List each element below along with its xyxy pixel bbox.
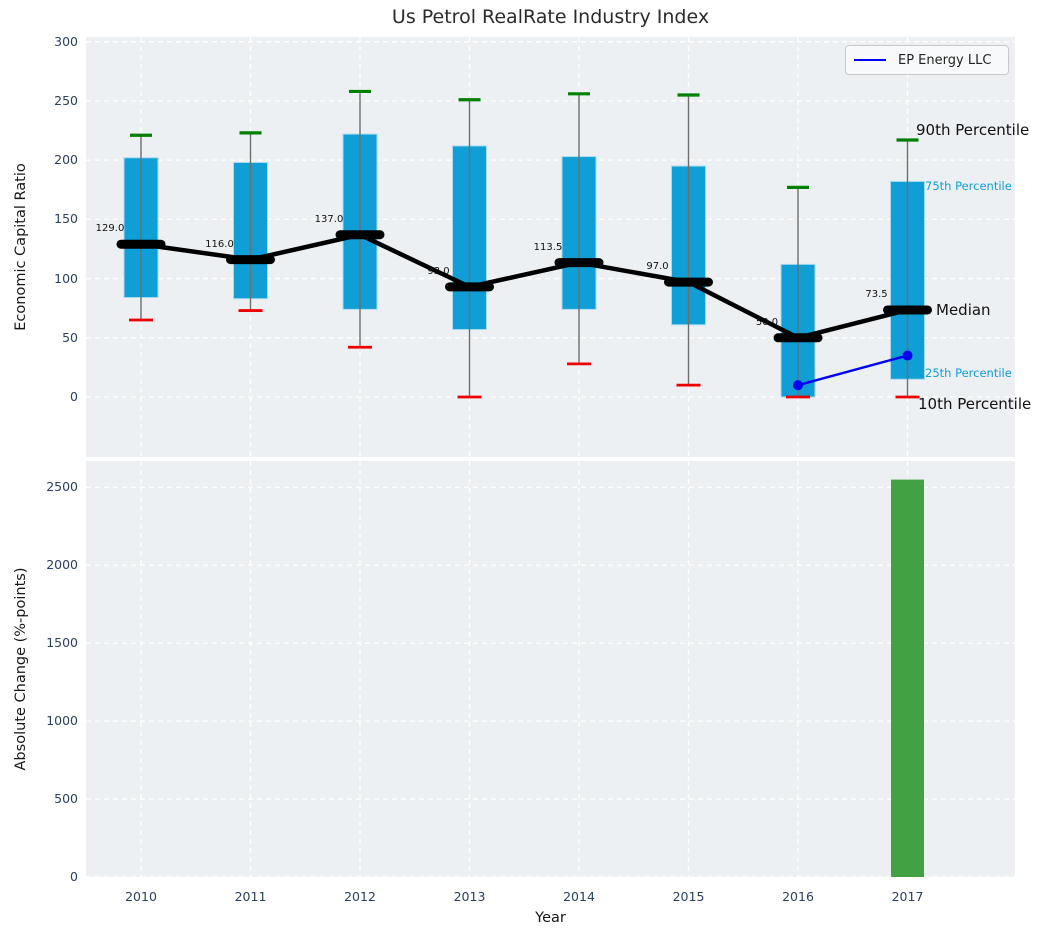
- x-tick-2017: 2017: [878, 889, 938, 904]
- x-tick-2014: 2014: [549, 889, 609, 904]
- bottom-y-tick-0: 0: [34, 869, 78, 884]
- median-value-label-2015: 97.0: [630, 261, 686, 272]
- top-y-tick-150: 150: [34, 211, 78, 226]
- legend: EP Energy LLC: [845, 45, 1009, 75]
- chart-title: Us Petrol RealRate Industry Index: [86, 6, 1015, 28]
- bottom-y-tick-500: 500: [34, 791, 78, 806]
- median-value-label-2010: 129.0: [82, 223, 138, 234]
- bottom-y-axis-label: Absolute Change (%-points): [13, 568, 29, 771]
- median-value-label-2013: 93.0: [411, 266, 467, 277]
- annotation-90th-percentile: 90th Percentile: [916, 121, 1029, 139]
- company-point-2017: [903, 351, 913, 361]
- bar-2017: [891, 480, 924, 877]
- figure: Us Petrol RealRate Industry Index Econom…: [0, 0, 1054, 942]
- annotation-median: Median: [936, 301, 991, 319]
- bottom-plot-canvas: [86, 461, 1015, 877]
- top-y-tick-0: 0: [34, 389, 78, 404]
- median-value-label-2011: 116.0: [192, 239, 248, 250]
- top-plot-area: 129.0116.0137.093.0113.597.050.073.5 EP …: [86, 37, 1015, 457]
- median-value-label-2012: 137.0: [301, 214, 357, 225]
- bottom-y-tick-2000: 2000: [34, 557, 78, 572]
- x-tick-2013: 2013: [440, 889, 500, 904]
- legend-line-sample: [854, 59, 886, 61]
- x-tick-2011: 2011: [221, 889, 281, 904]
- annotation-10th-percentile: 10th Percentile: [918, 395, 1031, 413]
- top-y-tick-50: 50: [34, 330, 78, 345]
- median-value-label-2017: 73.5: [849, 289, 905, 300]
- x-tick-2010: 2010: [111, 889, 171, 904]
- annotation-25th-percentile: 25th Percentile: [925, 366, 1012, 380]
- median-value-label-2016: 50.0: [739, 317, 795, 328]
- x-tick-2016: 2016: [768, 889, 828, 904]
- bottom-y-tick-2500: 2500: [34, 479, 78, 494]
- top-y-axis-label: Economic Capital Ratio: [13, 163, 29, 330]
- top-y-tick-200: 200: [34, 152, 78, 167]
- x-axis-label: Year: [86, 910, 1015, 926]
- annotation-75th-percentile: 75th Percentile: [925, 179, 1012, 193]
- legend-label: EP Energy LLC: [898, 53, 991, 68]
- median-value-label-2014: 113.5: [520, 242, 576, 253]
- top-y-tick-300: 300: [34, 34, 78, 49]
- bottom-y-tick-1500: 1500: [34, 635, 78, 650]
- x-tick-2015: 2015: [659, 889, 719, 904]
- bottom-y-tick-1000: 1000: [34, 713, 78, 728]
- x-tick-2012: 2012: [330, 889, 390, 904]
- top-y-tick-250: 250: [34, 93, 78, 108]
- bottom-plot-area: [86, 461, 1015, 877]
- top-y-tick-100: 100: [34, 271, 78, 286]
- company-point-2016: [793, 380, 803, 390]
